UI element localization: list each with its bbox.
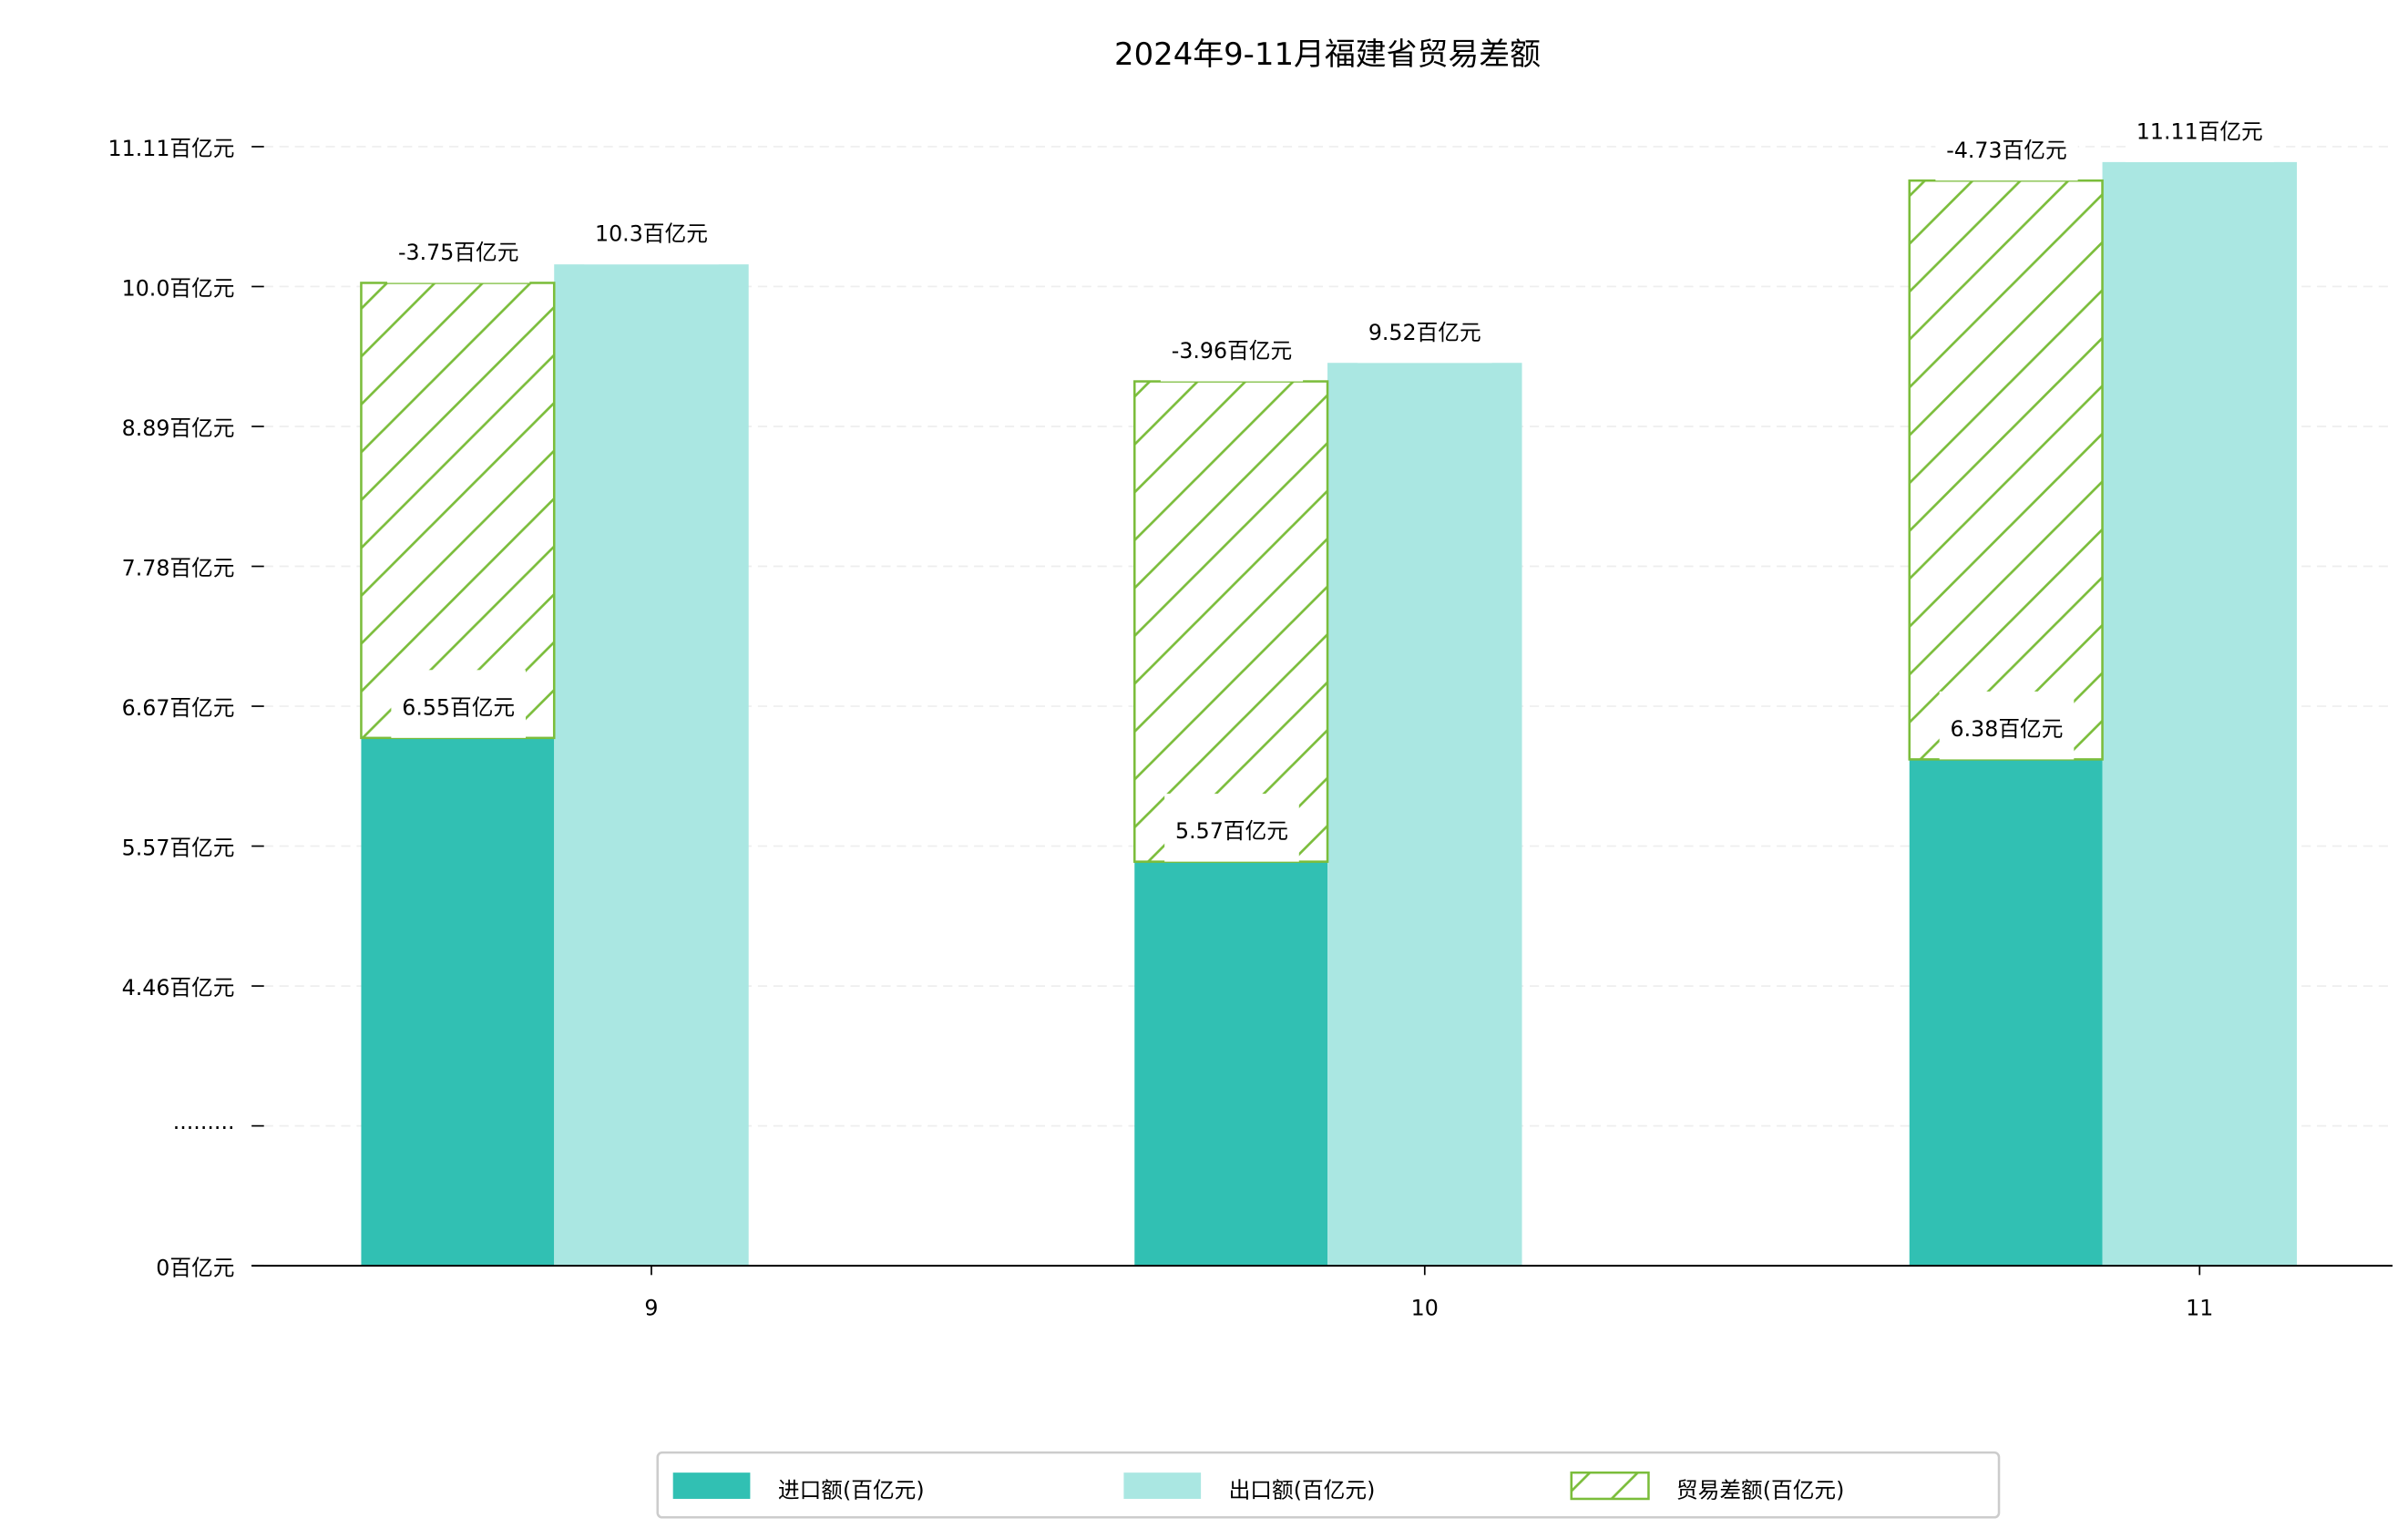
legend-swatch bbox=[672, 1472, 751, 1499]
import-data-label: 6.55百亿元 bbox=[402, 694, 515, 720]
export-data-label: 9.52百亿元 bbox=[1368, 320, 1481, 345]
import-data-label-group: 6.55百亿元 bbox=[391, 670, 526, 738]
legend-swatch bbox=[1570, 1471, 1650, 1501]
x-tick-label: 11 bbox=[2186, 1295, 2213, 1320]
import-data-label: 5.57百亿元 bbox=[1175, 818, 1288, 844]
legend-label: 进口额(百亿元) bbox=[778, 1477, 925, 1503]
legend-label: 贸易差额(百亿元) bbox=[1676, 1477, 1844, 1503]
export-bar bbox=[1327, 363, 1522, 1267]
trade-balance-data-label-bg bbox=[1160, 313, 1304, 382]
trade-balance-bar bbox=[360, 282, 556, 740]
trade-balance-data-label: -3.96百亿元 bbox=[1172, 338, 1292, 364]
import-data-label: 6.38百亿元 bbox=[1951, 716, 2064, 742]
trade-balance-data-label-group: -3.75百亿元 bbox=[387, 214, 530, 283]
y-tick-label: 7.78百亿元 bbox=[122, 556, 235, 581]
legend: 进口额(百亿元) 出口额(百亿元) 贸易差额(百亿元) bbox=[656, 1451, 2001, 1519]
export-data-label-group: 10.3百亿元 bbox=[584, 196, 719, 265]
import-data-label-group: 5.57百亿元 bbox=[1164, 794, 1299, 862]
trade-balance-data-label: -4.73百亿元 bbox=[1946, 138, 2066, 163]
trade-balance-data-label-bg bbox=[387, 214, 530, 283]
import-bar bbox=[361, 737, 555, 1267]
export-bar bbox=[2102, 161, 2298, 1267]
trade-balance-bar bbox=[1908, 179, 2104, 761]
import-data-label-bg bbox=[1939, 691, 2075, 760]
x-tick-label: 10 bbox=[1411, 1295, 1439, 1320]
export-data-label-bg bbox=[1357, 294, 1492, 364]
export-data-label-group: 9.52百亿元 bbox=[1357, 294, 1492, 364]
legend-swatch bbox=[1123, 1472, 1202, 1499]
export-bar bbox=[554, 264, 749, 1267]
y-tick-label: 10.0百亿元 bbox=[122, 276, 235, 302]
y-tick-label: 5.57百亿元 bbox=[122, 836, 235, 861]
y-tick-label: 11.11百亿元 bbox=[108, 136, 235, 161]
import-bar bbox=[1134, 861, 1328, 1267]
export-data-label-bg bbox=[584, 196, 719, 265]
import-data-label-group: 6.38百亿元 bbox=[1939, 691, 2075, 760]
trade-balance-data-label: -3.75百亿元 bbox=[398, 240, 518, 265]
y-tick-label: 8.89百亿元 bbox=[122, 416, 235, 441]
trade-balance-bar bbox=[1132, 380, 1329, 863]
export-data-label: 11.11百亿元 bbox=[2136, 118, 2263, 144]
legend-label: 出口额(百亿元) bbox=[1229, 1477, 1376, 1503]
x-tick-label: 9 bbox=[644, 1295, 658, 1320]
trade-balance-data-label-group: -3.96百亿元 bbox=[1160, 313, 1304, 382]
trade-balance-data-label-bg bbox=[1935, 112, 2078, 181]
y-tick-label: ········· bbox=[173, 1115, 235, 1141]
import-data-label-bg bbox=[1164, 794, 1299, 862]
y-tick-label: 4.46百亿元 bbox=[122, 975, 235, 1000]
chart-title: 2024年9-11月福建省贸易差额 bbox=[1114, 36, 1541, 72]
export-data-label: 10.3百亿元 bbox=[595, 221, 708, 247]
y-tick-label: 6.67百亿元 bbox=[122, 695, 235, 721]
export-data-label-bg bbox=[2125, 94, 2274, 162]
trade-balance-data-label-group: -4.73百亿元 bbox=[1935, 112, 2078, 181]
import-bar bbox=[1909, 759, 2103, 1267]
y-tick-label: 0百亿元 bbox=[156, 1255, 234, 1280]
export-data-label-group: 11.11百亿元 bbox=[2125, 94, 2274, 162]
import-data-label-bg bbox=[391, 670, 526, 738]
